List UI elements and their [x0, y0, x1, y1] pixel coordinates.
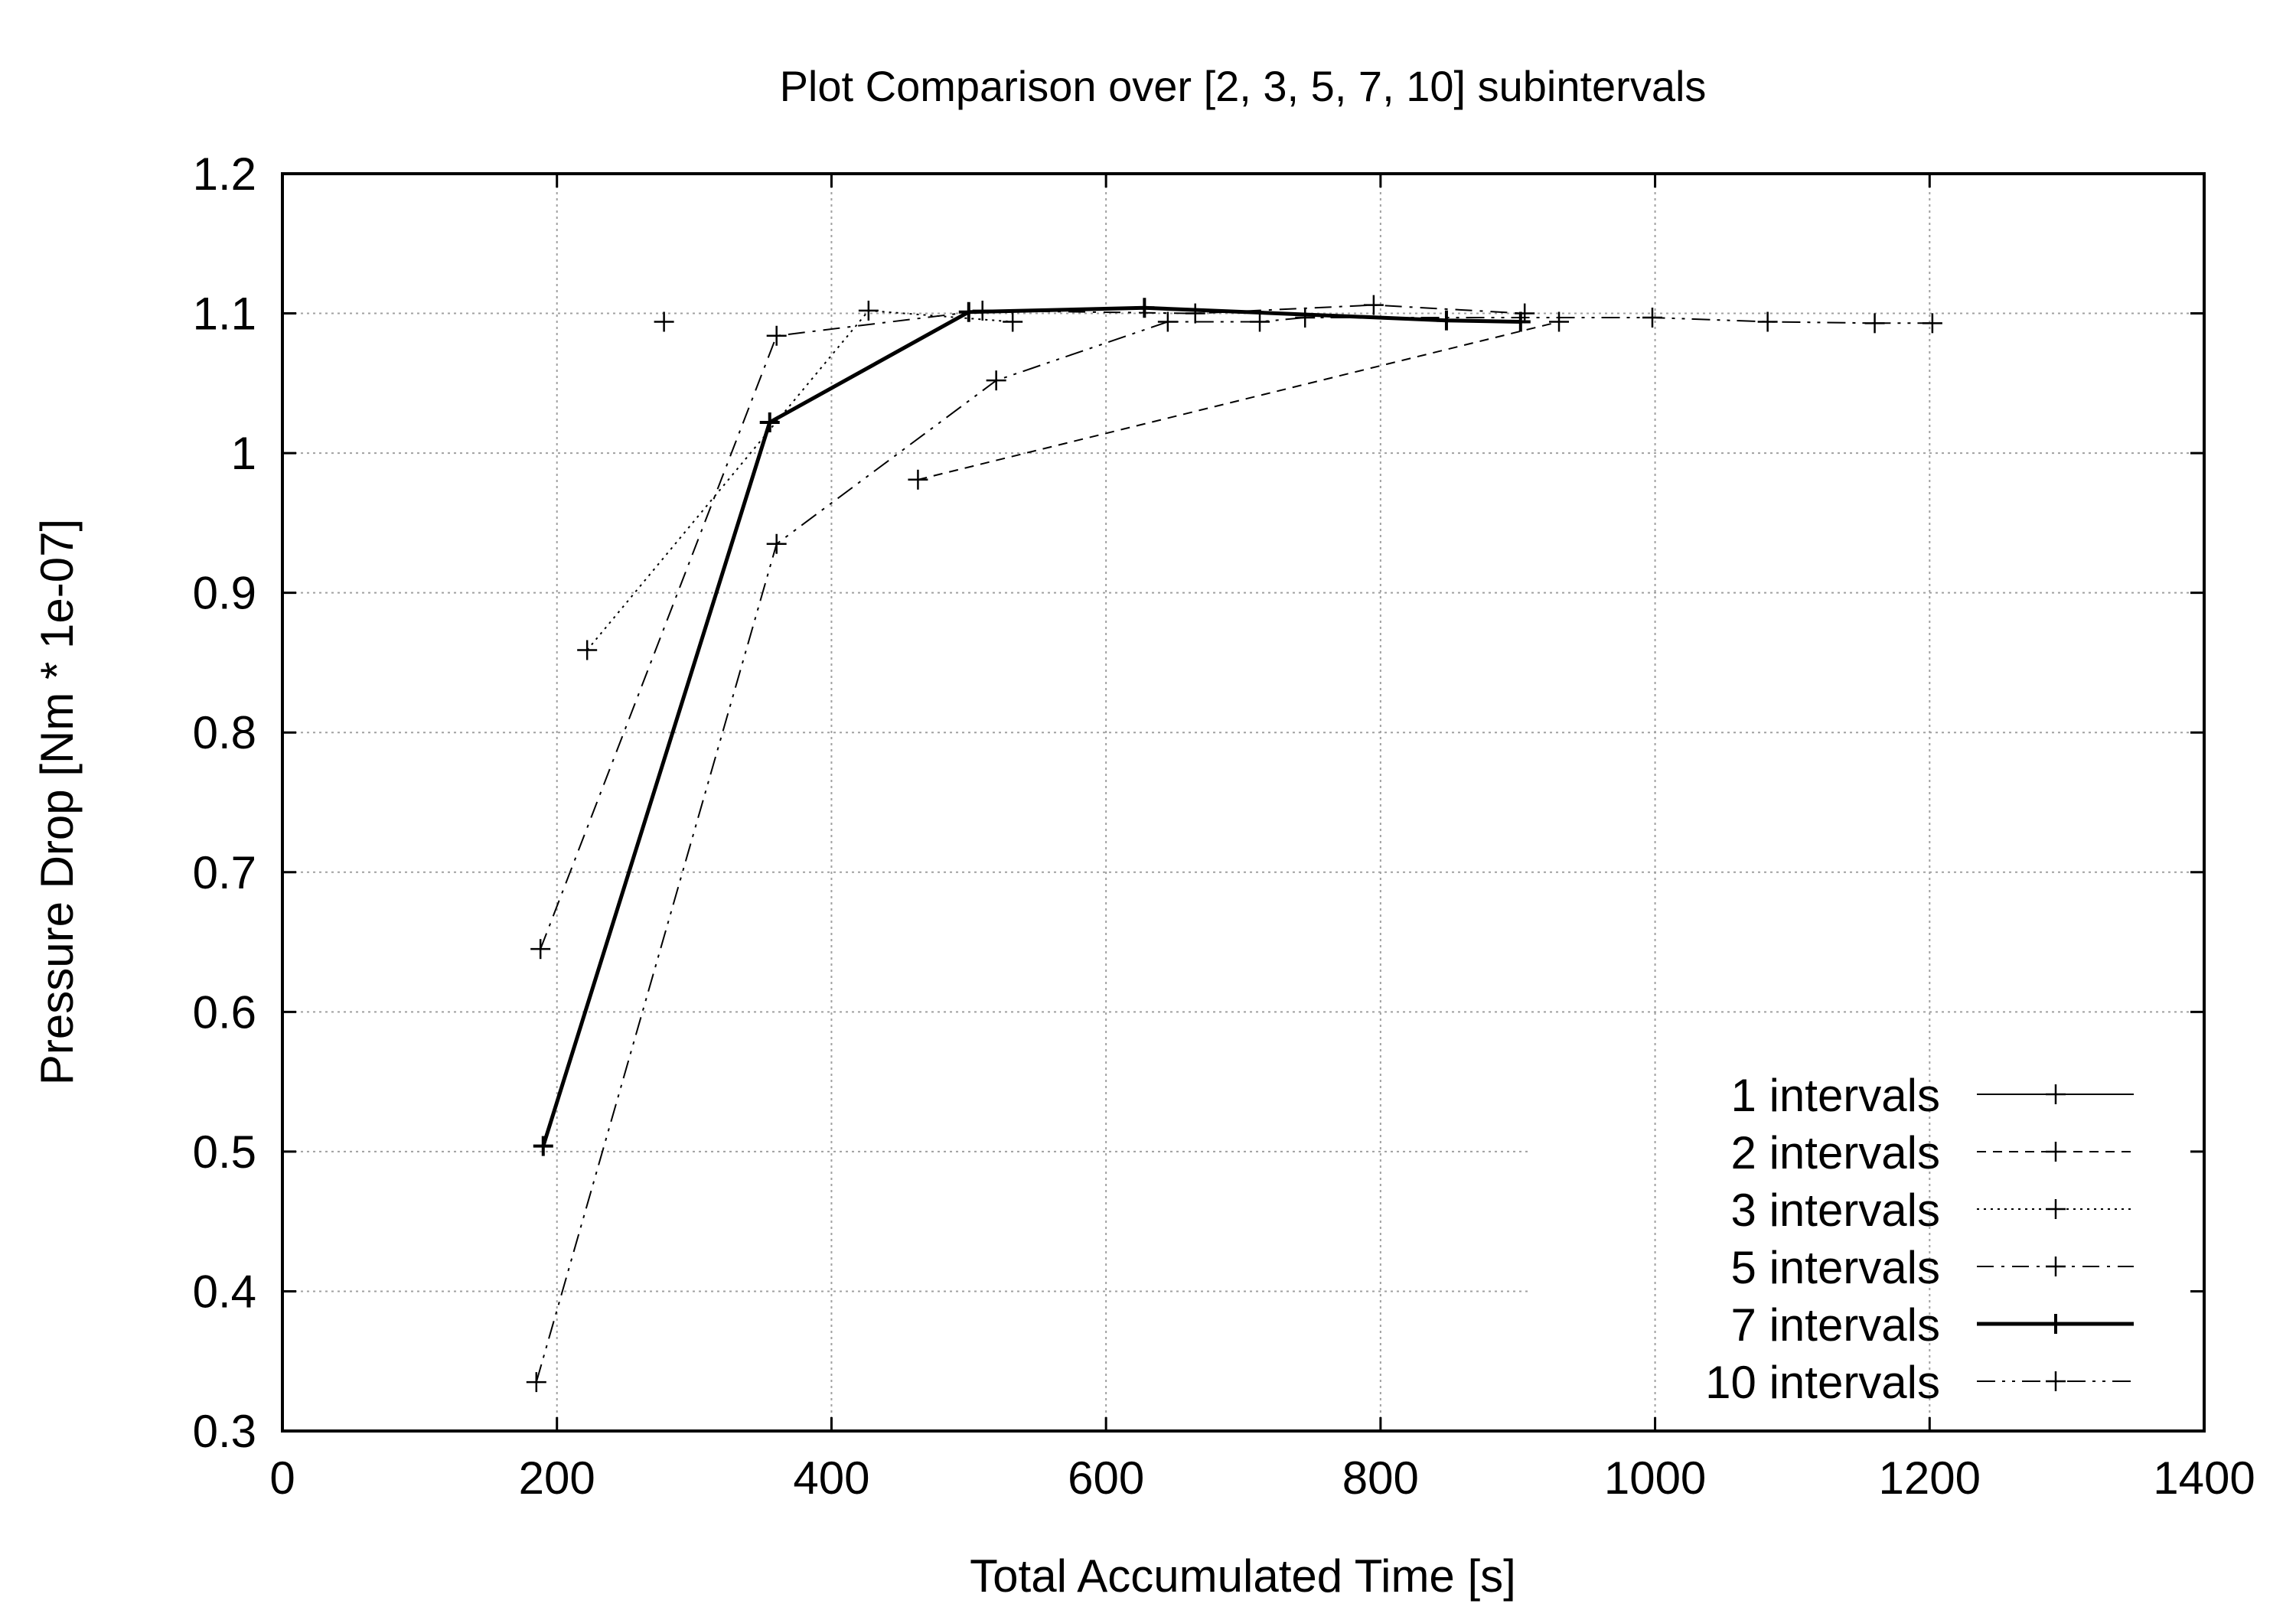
- series-line: [586, 309, 1013, 651]
- series-line: [918, 321, 1560, 481]
- y-tick-label: 1: [231, 428, 256, 479]
- legend-label: 1 intervals: [1731, 1070, 1940, 1121]
- axis-ticks: 0 200 400 600 800 1000 1200 1400 0.3 0.4 0.5 0.6 0.7…: [193, 148, 2255, 1504]
- x-tick-label: 400: [793, 1452, 869, 1504]
- y-tick-label: 0.3: [193, 1406, 256, 1457]
- x-axis-label: Total Accumulated Time [s]: [970, 1550, 1516, 1602]
- legend-label: 10 intervals: [1705, 1357, 1940, 1408]
- y-tick-label: 0.7: [193, 847, 256, 898]
- chart-title: Plot Comparison over [2, 3, 5, 7, 10] su…: [780, 62, 1707, 110]
- legend-label: 7 intervals: [1731, 1299, 1940, 1351]
- legend-label: 5 intervals: [1731, 1242, 1940, 1293]
- x-tick-label: 600: [1068, 1452, 1144, 1504]
- series-1: [908, 311, 1570, 490]
- x-tick-label: 800: [1342, 1452, 1419, 1504]
- series-group: [526, 295, 1942, 1393]
- grid: [282, 174, 2204, 1431]
- plot-frame: [281, 172, 2206, 1433]
- series-line: [540, 304, 1525, 950]
- x-tick-label: 0: [269, 1452, 295, 1504]
- series-3: [530, 295, 1535, 960]
- y-tick-label: 0.4: [193, 1266, 256, 1317]
- y-tick-label: 0.5: [193, 1126, 256, 1178]
- y-tick-label: 1.2: [193, 148, 256, 200]
- y-tick-label: 0.6: [193, 986, 256, 1038]
- y-tick-label: 0.8: [193, 707, 256, 758]
- series-0: [654, 311, 674, 332]
- legend: 1 intervals 2 intervals 3 intervals 5 inter…: [1705, 1070, 2134, 1408]
- x-tick-label: 200: [519, 1452, 595, 1504]
- x-tick-label: 1400: [2153, 1452, 2255, 1504]
- series-line: [535, 317, 1932, 1383]
- series-5: [526, 308, 1942, 1393]
- y-tick-label: 1.1: [193, 288, 256, 340]
- x-tick-label: 1200: [1879, 1452, 1981, 1504]
- series-4: [533, 298, 1531, 1156]
- series-line: [541, 305, 1521, 1147]
- series-2: [577, 300, 1023, 660]
- y-axis-label: Pressure Drop [Nm * 1e-07]: [31, 519, 83, 1085]
- y-tick-label: 0.9: [193, 568, 256, 619]
- legend-label: 3 intervals: [1731, 1185, 1940, 1236]
- x-tick-label: 1000: [1604, 1452, 1706, 1504]
- legend-label: 2 intervals: [1731, 1127, 1940, 1178]
